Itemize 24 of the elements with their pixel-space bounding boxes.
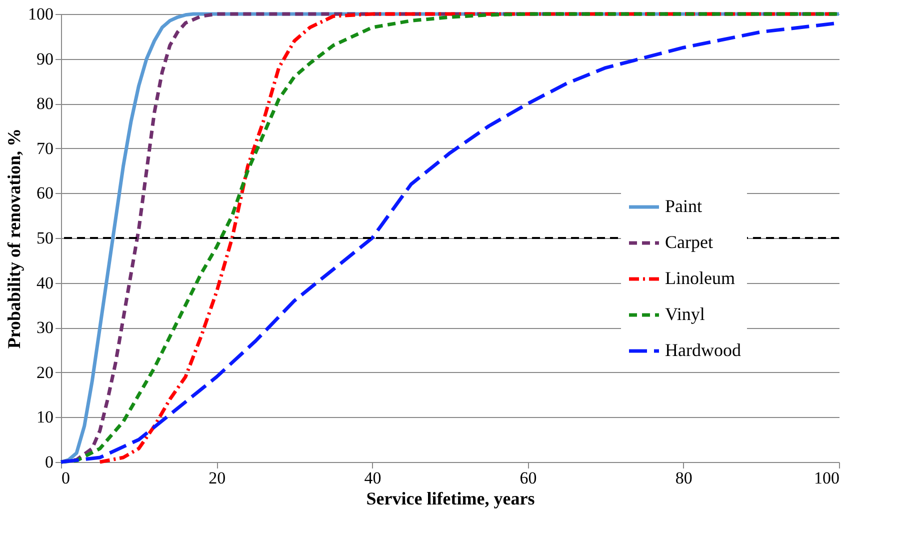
- y-tick-label: 10: [36, 408, 54, 427]
- y-tick-label: 90: [36, 49, 54, 68]
- x-tick-label: 60: [520, 468, 537, 488]
- y-tick-label: 0: [45, 452, 54, 472]
- legend-label: Paint: [665, 196, 702, 216]
- y-tick-label: 50: [36, 228, 54, 248]
- y-tick-label: 30: [36, 318, 54, 338]
- x-tick-label: 20: [208, 468, 226, 488]
- x-tick-label: 40: [364, 468, 382, 488]
- x-tick-label: 100: [814, 468, 840, 488]
- x-axis-title: Service lifetime, years: [366, 488, 535, 508]
- y-tick-label: 100: [28, 4, 54, 24]
- legend-label: Carpet: [665, 232, 713, 252]
- legend-label: Vinyl: [665, 304, 705, 324]
- y-tick-label: 20: [36, 362, 54, 382]
- y-axis-title: Probability of renovation, %: [4, 128, 24, 349]
- legend-label: Hardwood: [665, 340, 741, 360]
- x-tick-label: 80: [675, 468, 692, 488]
- y-tick-label: 60: [36, 184, 54, 203]
- x-tick-label: 0: [62, 468, 70, 488]
- y-tick-label: 40: [36, 273, 54, 292]
- legend-label: Linoleum: [665, 268, 735, 288]
- y-tick-label: 70: [36, 138, 54, 158]
- y-tick-label: 80: [36, 94, 54, 114]
